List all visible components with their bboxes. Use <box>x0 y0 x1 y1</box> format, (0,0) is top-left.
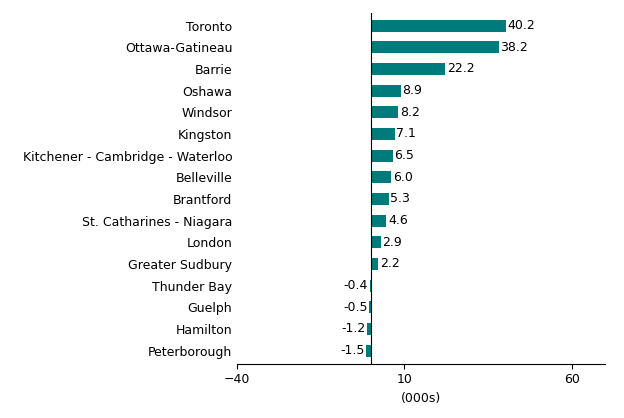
X-axis label: (000s): (000s) <box>401 392 441 405</box>
Text: 8.9: 8.9 <box>402 84 422 97</box>
Bar <box>371 106 399 118</box>
Bar <box>371 215 386 227</box>
Bar <box>371 128 395 140</box>
Bar <box>366 345 371 357</box>
Text: 2.2: 2.2 <box>380 257 400 270</box>
Bar <box>369 280 371 292</box>
Text: 6.5: 6.5 <box>394 149 414 162</box>
Text: 6.0: 6.0 <box>392 171 412 184</box>
Bar <box>371 63 446 75</box>
Text: 8.2: 8.2 <box>400 106 420 119</box>
Bar <box>369 301 371 313</box>
Bar <box>371 193 389 205</box>
Bar <box>371 236 381 248</box>
Text: -0.5: -0.5 <box>343 301 368 314</box>
Bar <box>367 323 371 335</box>
Bar <box>371 41 499 53</box>
Text: 22.2: 22.2 <box>447 62 475 75</box>
Bar <box>371 171 391 183</box>
Text: -0.4: -0.4 <box>344 279 368 292</box>
Bar <box>371 258 378 270</box>
Text: 7.1: 7.1 <box>396 127 416 140</box>
Text: 40.2: 40.2 <box>507 19 535 32</box>
Text: 38.2: 38.2 <box>500 41 529 54</box>
Text: 4.6: 4.6 <box>388 214 408 227</box>
Text: 2.9: 2.9 <box>383 236 402 249</box>
Bar <box>371 150 392 161</box>
Text: -1.2: -1.2 <box>341 322 365 336</box>
Bar <box>371 20 505 31</box>
Text: -1.5: -1.5 <box>340 344 364 357</box>
Bar <box>371 84 401 97</box>
Text: 5.3: 5.3 <box>391 192 411 205</box>
